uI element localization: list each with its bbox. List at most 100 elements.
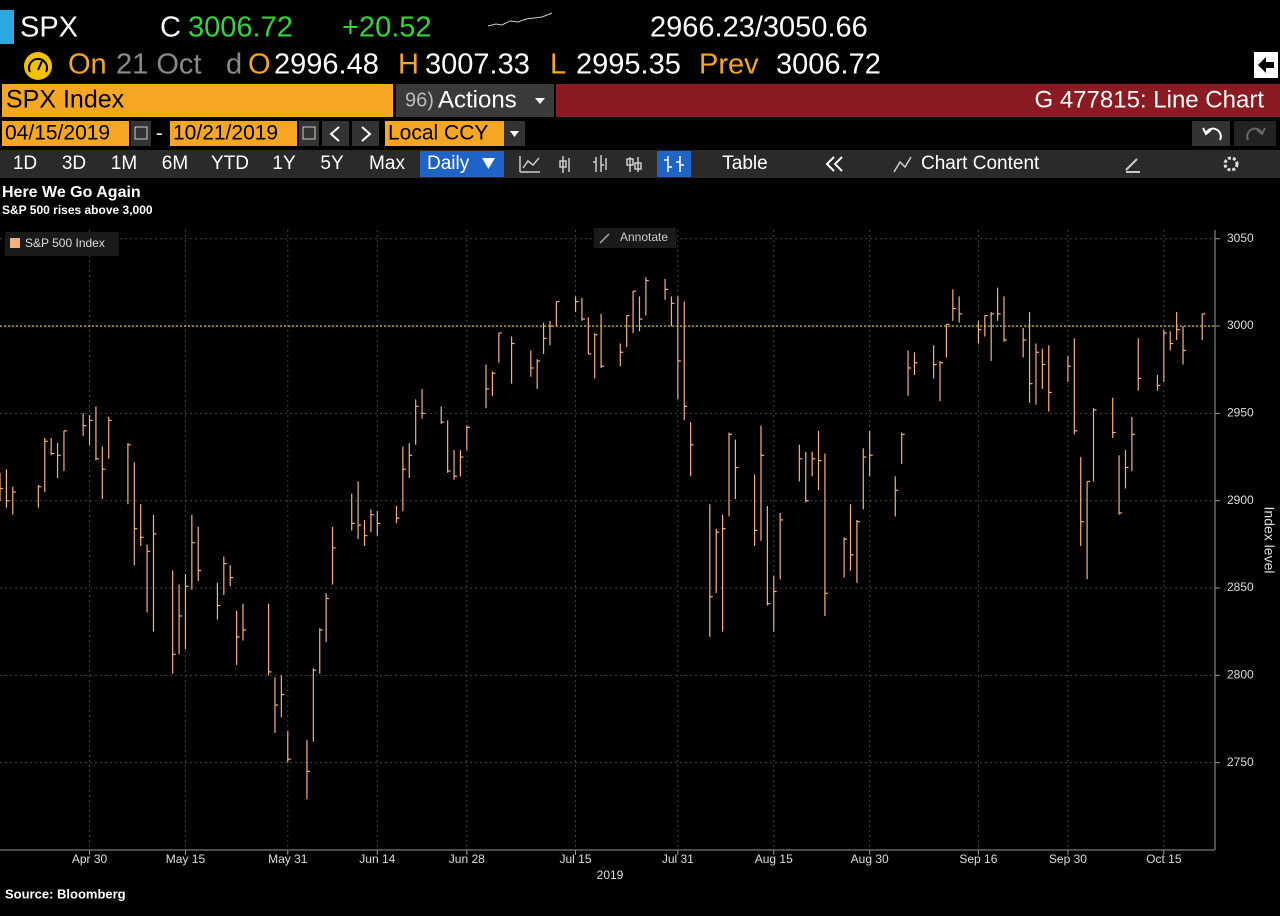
x-tick-label: Sep 16: [959, 852, 997, 866]
legend-label: S&P 500 Index: [25, 236, 105, 250]
x-tick-label: May 15: [166, 852, 206, 866]
period-button[interactable]: 1D: [13, 153, 37, 174]
legend: [5, 232, 119, 256]
undo-icon: [1202, 127, 1222, 141]
security-field[interactable]: [2, 84, 393, 117]
gauge-arc: [28, 57, 48, 73]
high-label: H: [398, 49, 419, 81]
y-tick-label: 2800: [1227, 668, 1254, 682]
line-icon[interactable]: [519, 156, 540, 173]
x-tick-label: May 31: [268, 852, 308, 866]
open-value: 2996.48: [274, 49, 379, 81]
open-label: O: [248, 49, 271, 81]
date-dash: -: [156, 122, 163, 144]
next-icon: [361, 126, 372, 142]
security: SPX Index: [6, 86, 125, 114]
y-tick-label: 2750: [1227, 755, 1254, 769]
y-tick-label: 2850: [1227, 580, 1254, 594]
last-price: 3006.72: [188, 12, 293, 44]
chart-subtitle: S&P 500 rises above 3,000: [2, 203, 153, 217]
net-change: +20.52: [342, 12, 432, 44]
low-value: 2995.35: [576, 49, 681, 81]
chart-title: Here We Go Again: [2, 184, 141, 201]
x-tick-label: Aug 15: [755, 852, 793, 866]
on-label: On: [68, 49, 107, 81]
high-value: 3007.33: [425, 49, 530, 81]
export-icon: [1258, 57, 1274, 73]
annotate-icon: [599, 233, 610, 244]
gauge-needle: [37, 60, 43, 71]
period-button[interactable]: 5Y: [320, 153, 344, 174]
x-tick-label: Oct 15: [1146, 852, 1182, 866]
redo-icon: [1246, 127, 1266, 141]
x-axis-label: 2019: [597, 868, 624, 882]
x-tick-label: Jun 14: [359, 852, 395, 866]
y-axis-label: Index level: [1261, 507, 1277, 574]
redo-button[interactable]: [1234, 121, 1276, 146]
dropdown-caret: [510, 131, 519, 137]
end-date: 10/21/2019: [173, 122, 278, 145]
chart-content-icon: [893, 156, 912, 173]
prev-button[interactable]: [322, 121, 349, 146]
x-tick-label: Aug 30: [851, 852, 889, 866]
function-bar: [556, 84, 1280, 117]
d-label: d: [226, 49, 242, 81]
calendar-icon: [302, 126, 316, 140]
sparkline: [487, 12, 553, 27]
end-calendar[interactable]: [299, 121, 319, 146]
period-button[interactable]: 3D: [62, 153, 86, 174]
source: Source: Bloomberg: [5, 886, 126, 901]
y-tick-label: 2900: [1227, 493, 1254, 507]
currency-field[interactable]: [385, 121, 525, 146]
annotate-label: Annotate: [620, 230, 668, 244]
period-button[interactable]: YTD: [211, 153, 249, 174]
start-date: 04/15/2019: [5, 122, 110, 145]
gauge-icon[interactable]: [24, 52, 52, 80]
hlc-icon: [664, 156, 684, 172]
function-title: G 477815: Line Chart: [1035, 86, 1265, 113]
period-button[interactable]: 6M: [162, 153, 188, 174]
x-tick-label: Apr 30: [72, 852, 108, 866]
hlc-button[interactable]: [657, 151, 691, 177]
plot-area: [0, 230, 1215, 850]
frequency-caret: [482, 158, 495, 169]
legend-swatch: [10, 238, 20, 248]
candle-icon[interactable]: [559, 156, 570, 173]
prev-value: 3006.72: [776, 49, 881, 81]
y-tick-label: 2950: [1227, 406, 1254, 420]
start-date-field[interactable]: [2, 121, 129, 146]
x-tick-label: Jul 31: [662, 852, 694, 866]
next-button[interactable]: [352, 121, 379, 146]
calendar-icon: [134, 126, 148, 140]
annotate-button[interactable]: [594, 228, 676, 248]
chart-content-button[interactable]: Chart Content: [921, 153, 1040, 174]
last-label: C: [160, 12, 181, 44]
actions-menu[interactable]: [396, 84, 554, 117]
table-button[interactable]: Table: [722, 153, 767, 174]
actions-label: Actions: [438, 86, 517, 113]
period-button[interactable]: 1M: [111, 153, 137, 174]
undo-button[interactable]: [1192, 121, 1230, 146]
prev-label: Prev: [699, 49, 759, 81]
quote-date: 21 Oct: [116, 49, 201, 81]
end-date-field[interactable]: [170, 121, 297, 146]
edit-button[interactable]: [1125, 158, 1140, 173]
toolbar: [0, 150, 1280, 178]
period-button[interactable]: Max: [369, 153, 405, 174]
settings-button[interactable]: [1223, 156, 1239, 172]
ticker: SPX: [20, 12, 78, 44]
y-tick-label: 3050: [1227, 231, 1254, 245]
actions-number: 96): [405, 89, 434, 111]
currency: Local CCY: [388, 122, 488, 145]
focus-marker: [0, 10, 14, 44]
bar-icon[interactable]: [593, 155, 607, 172]
period-button[interactable]: 1Y: [272, 153, 296, 174]
start-calendar[interactable]: [131, 121, 151, 146]
actions-caret: [535, 98, 545, 104]
collapse-button[interactable]: [825, 156, 843, 172]
y-tick-label: 3000: [1227, 318, 1254, 332]
x-tick-label: Jul 15: [560, 852, 592, 866]
x-tick-label: Sep 30: [1049, 852, 1087, 866]
heikin-icon[interactable]: [626, 157, 642, 172]
